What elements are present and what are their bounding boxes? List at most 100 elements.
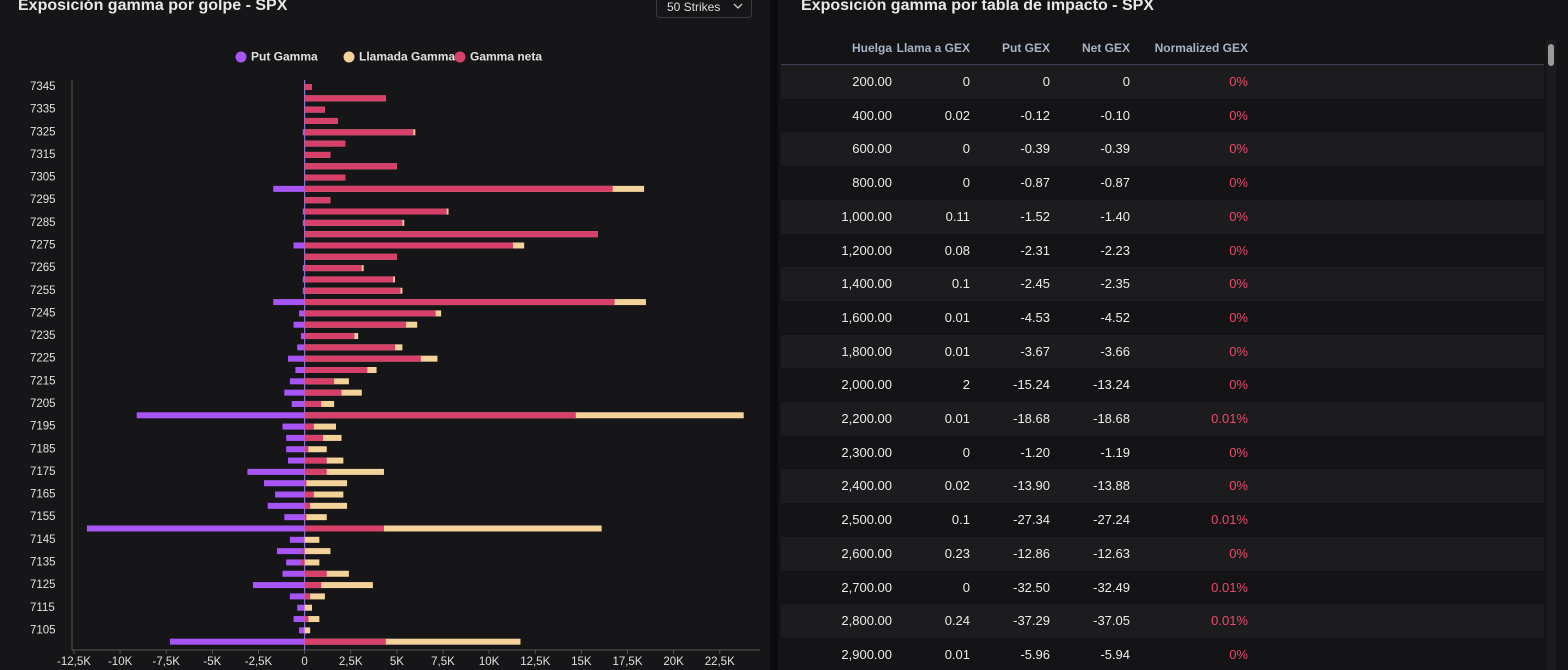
bar: [302, 265, 305, 272]
y-tick-label: 7325: [30, 126, 56, 138]
y-tick-label: 7225: [30, 353, 56, 365]
bar: [304, 400, 322, 407]
bar: [304, 117, 338, 124]
table-cell: 1,400.00: [841, 276, 892, 292]
bar: [304, 208, 447, 215]
bar: [304, 468, 384, 475]
column-header: Net GEX: [1081, 41, 1130, 55]
bar: [304, 446, 327, 453]
y-tick-label: 7175: [30, 466, 56, 478]
table-cell: 0.01: [944, 343, 970, 359]
y-tick-label: 7305: [30, 172, 56, 184]
strikes-dropdown[interactable]: 50 Strikes: [656, 0, 752, 18]
legend-marker: [454, 51, 466, 63]
bar: [304, 514, 307, 521]
table-cell: 0.02: [944, 107, 970, 123]
table-cell: 0.11: [945, 208, 970, 224]
bar: [304, 231, 598, 238]
table-row: [781, 300, 1544, 335]
bar: [286, 559, 305, 566]
x-tick-label: 15K: [571, 656, 592, 668]
table-row: [781, 503, 1544, 538]
bar: [304, 140, 346, 147]
y-tick-label: 7345: [30, 81, 56, 93]
bar: [304, 265, 362, 272]
bar: [304, 129, 414, 136]
table-cell: -2.23: [1100, 242, 1130, 258]
bar: [267, 502, 305, 509]
scrollbar[interactable]: [1546, 40, 1556, 670]
table-cell: 0%: [1229, 646, 1248, 662]
x-tick-label: 10K: [479, 656, 500, 668]
table-cell: -0.87: [1020, 175, 1050, 191]
table-cell: -27.24: [1093, 512, 1130, 528]
bar: [293, 616, 305, 623]
y-tick-label: 7215: [30, 375, 56, 387]
bar: [304, 502, 311, 509]
table-cell: -3.66: [1100, 343, 1130, 359]
x-tick-label: -5K: [203, 656, 221, 668]
table-cell: -13.24: [1093, 377, 1130, 393]
bar: [304, 299, 615, 306]
bar: [302, 219, 305, 226]
table-cell: -32.50: [1013, 579, 1050, 595]
legend-marker: [343, 51, 355, 63]
bar: [304, 242, 514, 249]
table-cell: -5.94: [1100, 646, 1130, 662]
table-cell: 0: [1042, 74, 1050, 89]
table-cell: -0.39: [1020, 141, 1050, 157]
table-cell: -0.39: [1100, 141, 1130, 157]
bar: [304, 548, 331, 555]
table-cell: 0: [1122, 74, 1130, 89]
chevron: [733, 3, 743, 9]
table-row: [781, 334, 1544, 369]
table-cell: 0.08: [944, 242, 970, 258]
table-cell: -4.52: [1100, 309, 1130, 325]
bar: [304, 480, 348, 487]
bar: [288, 355, 305, 362]
table-cell: -32.49: [1093, 579, 1130, 595]
bar: [286, 446, 305, 453]
table-cell: -0.87: [1100, 175, 1130, 191]
table-cell: -1.20: [1020, 444, 1050, 460]
table-cell: 2,700.00: [841, 579, 892, 595]
x-tick-label: 17,5K: [612, 656, 642, 668]
table-row: [781, 65, 1544, 99]
table-cell: -12.63: [1093, 545, 1130, 561]
y-tick-label: 7165: [30, 489, 56, 501]
y-tick-label: 7295: [30, 194, 56, 206]
table-cell: 0%: [1229, 309, 1248, 325]
table-cell: 1,600.00: [841, 309, 892, 325]
table-cell: 0.23: [944, 545, 970, 561]
y-tick-label: 7275: [30, 240, 56, 252]
bar: [304, 344, 396, 351]
y-tick-label: 7155: [30, 511, 56, 523]
table-cell: 0.01%: [1211, 579, 1248, 595]
table-row: [781, 368, 1544, 403]
y-tick-label: 7315: [30, 149, 56, 161]
panel-title: Exposición gamma por golpe - SPX: [18, 0, 288, 14]
table-cell: 0%: [1229, 242, 1248, 258]
scroll-thumb[interactable]: [1548, 44, 1554, 66]
bar: [304, 491, 344, 498]
table-cell: 0.02: [944, 478, 970, 494]
bar: [304, 525, 384, 532]
bar: [276, 548, 305, 555]
table-cell: 1,800.00: [841, 343, 892, 359]
table-cell: -4.53: [1020, 309, 1050, 325]
x-tick-label: -10K: [108, 656, 133, 668]
bar: [304, 276, 394, 283]
table-cell: 2,500.00: [841, 512, 892, 528]
table-cell: 800.00: [852, 175, 892, 191]
table-cell: -3.67: [1020, 343, 1050, 359]
column-header: Put GEX: [1001, 41, 1050, 55]
table-cell: 0%: [1229, 478, 1248, 494]
y-tick-label: 7135: [30, 556, 56, 568]
bar: [304, 423, 314, 430]
bar: [288, 457, 305, 464]
bar: [304, 174, 346, 181]
table-cell: 0: [962, 74, 970, 89]
bar: [304, 536, 320, 543]
table-cell: 0.01: [944, 309, 970, 325]
bar: [304, 106, 325, 113]
